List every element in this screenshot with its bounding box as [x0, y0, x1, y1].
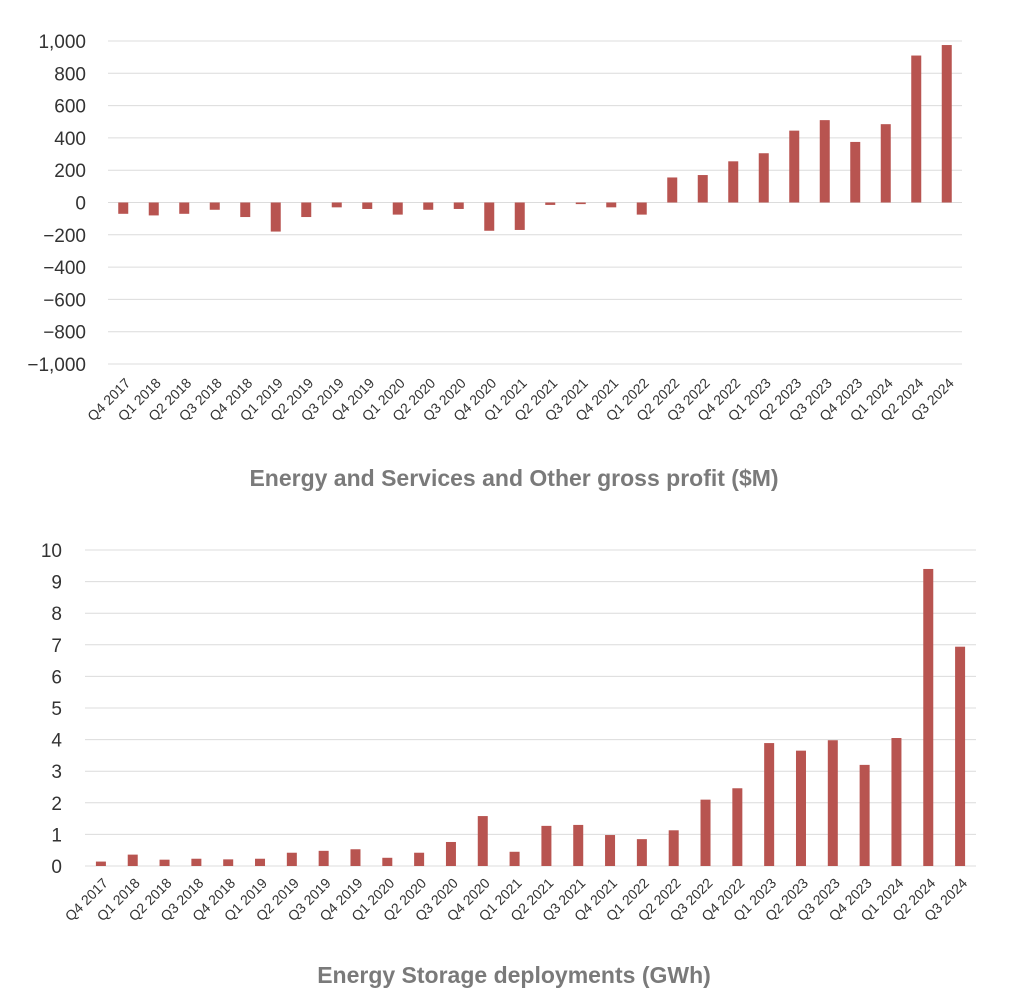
storage-deployments-bar [700, 799, 711, 866]
storage-deployments-bars [95, 568, 966, 866]
storage-deployments-bar [127, 854, 138, 866]
gross-profit-bar [850, 141, 861, 203]
gross-profit-y-tick-label: 200 [54, 161, 86, 182]
gross-profit-chart-title: Energy and Services and Other gross prof… [249, 465, 778, 491]
storage-deployments-y-tick-label: 8 [51, 604, 62, 625]
storage-deployments-bar [573, 824, 584, 866]
storage-deployments-bar [223, 859, 234, 866]
gross-profit-bar [575, 202, 586, 205]
storage-deployments-y-tick-label: 5 [51, 699, 62, 720]
gross-profit-bars [118, 45, 952, 232]
gross-profit-bar [209, 202, 220, 210]
storage-deployments-gridlines [85, 549, 976, 867]
storage-deployments-bar [764, 743, 775, 866]
gross-profit-y-tick-label: 1,000 [38, 32, 86, 53]
storage-deployments-y-tick-label: 9 [51, 573, 62, 594]
gross-profit-y-tick-label: −600 [43, 290, 86, 311]
gross-profit-bar [423, 202, 434, 210]
storage-deployments-bar [891, 738, 902, 866]
gross-profit-bar [728, 161, 739, 203]
gross-profit-y-tick-label: 800 [54, 64, 86, 85]
storage-deployments-bar [795, 750, 806, 866]
storage-deployments-bar [732, 788, 743, 866]
storage-deployments-bar [541, 825, 552, 866]
storage-deployments-bar [159, 859, 170, 866]
storage-deployments-bar [477, 816, 488, 866]
storage-deployments-y-tick-label: 6 [51, 667, 62, 688]
gross-profit-bar [514, 202, 525, 230]
storage-deployments-bar [414, 852, 425, 866]
gross-profit-bar [240, 202, 251, 218]
gross-profit-bar [362, 202, 373, 209]
gross-profit-y-tick-label: 400 [54, 129, 86, 150]
gross-profit-bar [880, 124, 891, 203]
storage-deployments-bar [382, 857, 393, 866]
gross-profit-y-tick-label: 0 [75, 194, 86, 215]
storage-deployments-bar [95, 861, 106, 866]
gross-profit-y-axis: 1,000 800 600 400 200 0 −200 −400 −600 −800 −1,000 [27, 32, 86, 376]
storage-deployments-bar [350, 849, 361, 866]
storage-deployments-bar [636, 839, 647, 866]
gross-profit-bar [270, 202, 281, 232]
storage-deployments-y-tick-label: 3 [51, 762, 62, 783]
gross-profit-bar [392, 202, 403, 215]
gross-profit-chart: 1,000 800 600 400 200 0 −200 −400 −600 −800 −1,000… [27, 32, 962, 491]
storage-deployments-bar [955, 646, 966, 866]
storage-deployments-y-tick-label: 2 [51, 794, 62, 815]
gross-profit-bar [545, 202, 556, 205]
gross-profit-bar [636, 202, 647, 215]
gross-profit-y-tick-label: −1,000 [27, 355, 86, 376]
gross-profit-bar [697, 175, 708, 203]
gross-profit-bar [758, 153, 769, 203]
gross-profit-bar [331, 202, 342, 208]
gross-profit-y-tick-label: −800 [43, 323, 86, 344]
storage-deployments-bar [318, 850, 329, 866]
storage-deployments-bar [605, 835, 616, 866]
gross-profit-y-tick-label: −400 [43, 258, 86, 279]
storage-deployments-bar [191, 858, 202, 866]
storage-deployments-bar [668, 830, 679, 866]
storage-deployments-bar [255, 858, 266, 866]
gross-profit-y-tick-label: 600 [54, 97, 86, 118]
storage-deployments-bar [286, 852, 297, 866]
storage-deployments-bar [509, 851, 520, 866]
gross-profit-y-tick-label: −200 [43, 226, 86, 247]
gross-profit-bar [941, 45, 952, 203]
storage-deployments-bar [859, 764, 870, 866]
gross-profit-bar [667, 177, 678, 203]
gross-profit-bar [179, 202, 190, 214]
storage-deployments-y-tick-label: 7 [51, 636, 62, 657]
gross-profit-bar [118, 202, 129, 214]
storage-deployments-bar [827, 740, 838, 866]
gross-profit-bar [911, 55, 922, 203]
storage-deployments-chart-title: Energy Storage deployments (GWh) [317, 962, 711, 988]
storage-deployments-y-tick-label: 1 [51, 825, 62, 846]
storage-deployments-bar [445, 841, 456, 866]
storage-deployments-y-tick-label: 4 [51, 731, 62, 752]
gross-profit-bar [453, 202, 464, 209]
gross-profit-bar [606, 202, 617, 208]
storage-deployments-y-tick-label: 10 [41, 541, 62, 562]
gross-profit-bar [789, 130, 800, 203]
gross-profit-gridlines [108, 40, 962, 365]
gross-profit-bar [301, 202, 312, 218]
storage-deployments-y-tick-label: 0 [51, 857, 62, 878]
gross-profit-bar [148, 202, 159, 216]
gross-profit-bar [484, 202, 495, 231]
storage-deployments-bar [923, 568, 934, 866]
gross-profit-bar [819, 120, 830, 203]
